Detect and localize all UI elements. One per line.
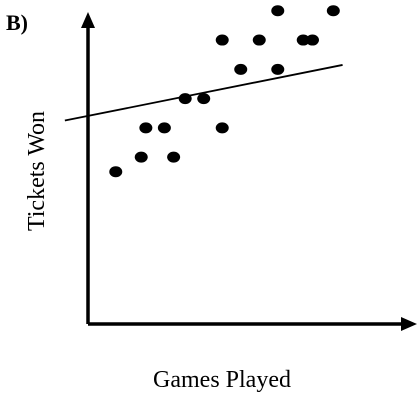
trend-line: [64, 64, 343, 122]
axes: [81, 12, 417, 331]
data-point-12: [271, 63, 285, 75]
data-point-4: [157, 122, 171, 134]
data-point-6: [178, 93, 192, 105]
data-point-2: [134, 151, 148, 163]
points-layer: [109, 5, 340, 178]
x-axis-arrowhead: [401, 317, 417, 331]
y-axis-arrowhead: [81, 12, 95, 28]
data-point-14: [296, 34, 310, 46]
data-point-7: [197, 93, 211, 105]
data-point-15: [305, 34, 319, 46]
data-point-11: [252, 34, 266, 46]
data-point-10: [234, 63, 248, 75]
data-point-1: [109, 166, 123, 178]
data-point-13: [271, 5, 285, 17]
data-point-8: [215, 122, 229, 134]
panel-label: B): [6, 10, 28, 35]
y-axis-title: Tickets Won: [24, 111, 50, 231]
data-point-5: [167, 151, 181, 163]
data-point-9: [215, 34, 229, 46]
x-axis-title: Games Played: [153, 367, 291, 393]
trend-line-layer: [64, 64, 343, 122]
data-point-3: [139, 122, 153, 134]
data-point-16: [326, 5, 340, 17]
